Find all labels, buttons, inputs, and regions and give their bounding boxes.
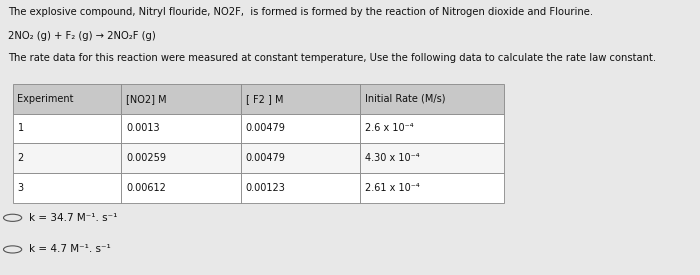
Text: 2NO₂ (g) + F₂ (g) → 2NO₂F (g): 2NO₂ (g) + F₂ (g) → 2NO₂F (g) [8,31,156,41]
Bar [121,143,241,173]
Text: 4.30 x 10⁻⁴: 4.30 x 10⁻⁴ [365,153,419,163]
Text: Experiment: Experiment [18,94,74,104]
Bar [13,173,121,203]
Text: The explosive compound, Nitryl flouride, NO2F,  is formed is formed by the react: The explosive compound, Nitryl flouride,… [8,7,594,17]
Text: 0.00123: 0.00123 [246,183,286,193]
Text: 3: 3 [18,183,24,193]
Text: k = 4.7 M⁻¹. s⁻¹: k = 4.7 M⁻¹. s⁻¹ [29,244,111,254]
Bar [360,114,504,143]
Bar [13,143,121,173]
Text: 2: 2 [18,153,24,163]
Bar [13,114,121,143]
Text: The rate data for this reaction were measured at constant temperature, Use the f: The rate data for this reaction were mea… [8,53,657,63]
Bar [241,114,360,143]
Text: Initial Rate (M/s): Initial Rate (M/s) [365,94,445,104]
Bar [360,143,504,173]
Text: 0.00259: 0.00259 [126,153,167,163]
Text: 0.00479: 0.00479 [246,123,286,133]
Bar [13,84,121,114]
Bar [241,84,360,114]
Text: 0.0013: 0.0013 [126,123,160,133]
Bar [241,143,360,173]
Bar [121,84,241,114]
Bar [121,114,241,143]
Bar [360,84,504,114]
Text: 2.6 x 10⁻⁴: 2.6 x 10⁻⁴ [365,123,414,133]
Text: [ F2 ] M: [ F2 ] M [246,94,283,104]
Text: 2.61 x 10⁻⁴: 2.61 x 10⁻⁴ [365,183,420,193]
Text: 0.00479: 0.00479 [246,153,286,163]
Bar [360,173,504,203]
Text: [NO2] M: [NO2] M [126,94,167,104]
Text: 1: 1 [18,123,24,133]
Bar [121,173,241,203]
Text: 0.00612: 0.00612 [126,183,166,193]
Bar [241,173,360,203]
Text: k = 34.7 M⁻¹. s⁻¹: k = 34.7 M⁻¹. s⁻¹ [29,213,118,223]
